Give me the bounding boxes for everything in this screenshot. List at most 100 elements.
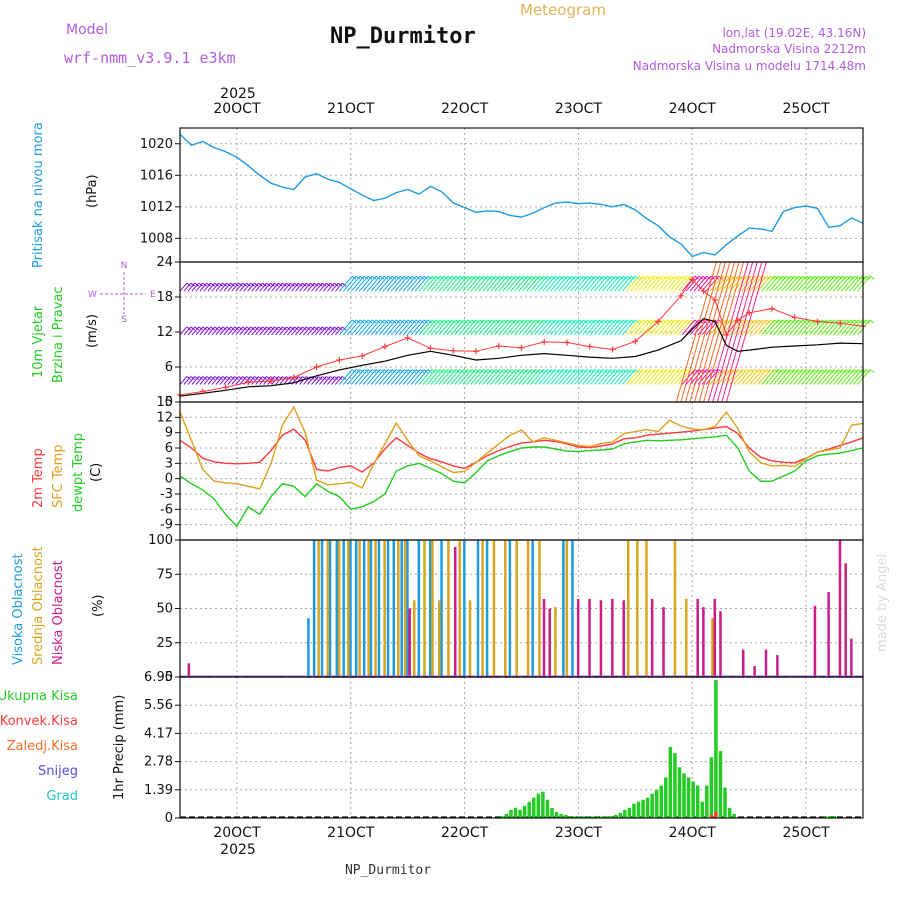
wind-barb [554, 275, 568, 292]
wind-barb [223, 282, 232, 292]
wind-barb [773, 319, 787, 336]
wind-barb-flag [399, 319, 405, 324]
wind-barb [765, 369, 779, 385]
top-date-tick: 20OCT [213, 101, 261, 117]
cloud-bar [328, 540, 332, 677]
wind-barb [271, 326, 279, 336]
wind-barb-flag [794, 275, 799, 280]
wind-barb-flag [825, 369, 831, 373]
cloud-bar [576, 598, 580, 677]
cloud-bar [349, 540, 352, 677]
wind-barb [769, 319, 783, 336]
wind-barb-flag [503, 319, 508, 324]
wind-barb-flag [254, 376, 259, 380]
cloud-unit: (%) [91, 595, 106, 618]
wind-barb [649, 369, 664, 385]
wind-barb [761, 369, 775, 385]
wind-barb-flag [186, 326, 192, 331]
wind-barb [462, 369, 477, 385]
precip-bar [550, 807, 554, 818]
wind-barb-flag [491, 369, 496, 373]
wind-barb [848, 275, 863, 292]
wind-barb-flag [274, 376, 279, 380]
bottom-year-label: 2025 [220, 842, 256, 858]
wind-barb-flag [782, 319, 787, 324]
wind-barb [219, 326, 228, 336]
wind-barb [593, 319, 608, 336]
wind-barb-flag [523, 369, 528, 373]
wind-barb-flag [447, 275, 453, 280]
wind-barb [203, 326, 212, 336]
wind-barb-flag [762, 369, 767, 373]
wind-barb [589, 319, 604, 336]
wind-barb-flag [702, 319, 708, 324]
cloud-bar [753, 666, 756, 677]
wind-barb-flag [845, 319, 851, 324]
wind-barb [669, 275, 684, 292]
wind-barb [757, 369, 771, 385]
wind-barb [319, 376, 327, 385]
model-name: wrf-nmm_v3.9.1 e3km [64, 49, 236, 67]
wind-barb-flag [443, 369, 449, 373]
wind-barb-flag [483, 319, 488, 324]
precip-snow-label: Snijeg [38, 764, 78, 779]
wind-barb [550, 275, 564, 292]
wind-barb-flag [817, 275, 823, 280]
wind-barb [693, 275, 708, 292]
temp-unit: (C) [89, 463, 104, 482]
wind-barb [382, 275, 397, 292]
top-date-axis: 20OCT 21OCT 22OCT 23OCT 24OCT 25OCT [213, 101, 830, 117]
wind-barb [629, 275, 644, 292]
wind-barb [566, 369, 580, 385]
wind-barb [502, 369, 516, 385]
wind-barb [494, 369, 508, 385]
precip-bar [513, 807, 518, 818]
wind-barb [239, 282, 247, 292]
wind-barb [665, 319, 680, 336]
wind-barb-flag [626, 369, 632, 373]
wind-barb-flag [798, 275, 803, 280]
wind-barb [362, 319, 377, 336]
wind-barb-flag [694, 275, 700, 280]
wind-barb-flag [594, 275, 600, 280]
precip-bar [682, 773, 686, 818]
y-tick-label: 6 [165, 360, 173, 375]
wind-barb-flag [746, 319, 751, 324]
wind-barb [809, 319, 823, 336]
wind-barb-flag [302, 326, 307, 331]
y-tick-label: 1020 [140, 137, 173, 152]
wind-barb-flag [419, 319, 425, 324]
cloud-bar [458, 540, 462, 677]
wind-barb-flag [463, 369, 468, 373]
wind-barb [354, 369, 369, 385]
wind-barb-flag [519, 275, 524, 280]
cloud-high-label: Visoka Oblacnost [11, 553, 26, 665]
wind-barb-flag [499, 275, 504, 280]
wind-barb [187, 326, 196, 336]
y-tick-label: 12 [156, 325, 173, 340]
y-tick-label: 12 [156, 410, 173, 425]
wind-barb [653, 319, 668, 336]
wind-barb [833, 275, 847, 292]
wind-barb-flag [427, 275, 433, 280]
wind-barb-flag [230, 326, 235, 331]
wind-barb-strong [675, 261, 717, 403]
wind-barb [442, 319, 457, 336]
wind-barb [550, 319, 564, 336]
wind-barb [753, 369, 767, 385]
wind-barb [183, 326, 192, 336]
top-date-tick: 23OCT [555, 101, 603, 117]
wind-barb [482, 319, 496, 336]
wind-barb [514, 369, 528, 385]
y-tick-label: 0 [165, 395, 173, 410]
wind-barb [390, 369, 405, 385]
wind-barb [346, 319, 361, 336]
wind-barb-flag [210, 376, 216, 380]
wind-barb-flag [359, 369, 365, 373]
cloud-bar [369, 540, 373, 677]
wind-barb-flag [654, 275, 660, 280]
wind-barb-flag [471, 319, 476, 324]
precip-bar [532, 797, 536, 818]
cloud-mid-label: Srednja Oblacnost [31, 546, 46, 665]
wind-barb-flag [317, 282, 323, 287]
